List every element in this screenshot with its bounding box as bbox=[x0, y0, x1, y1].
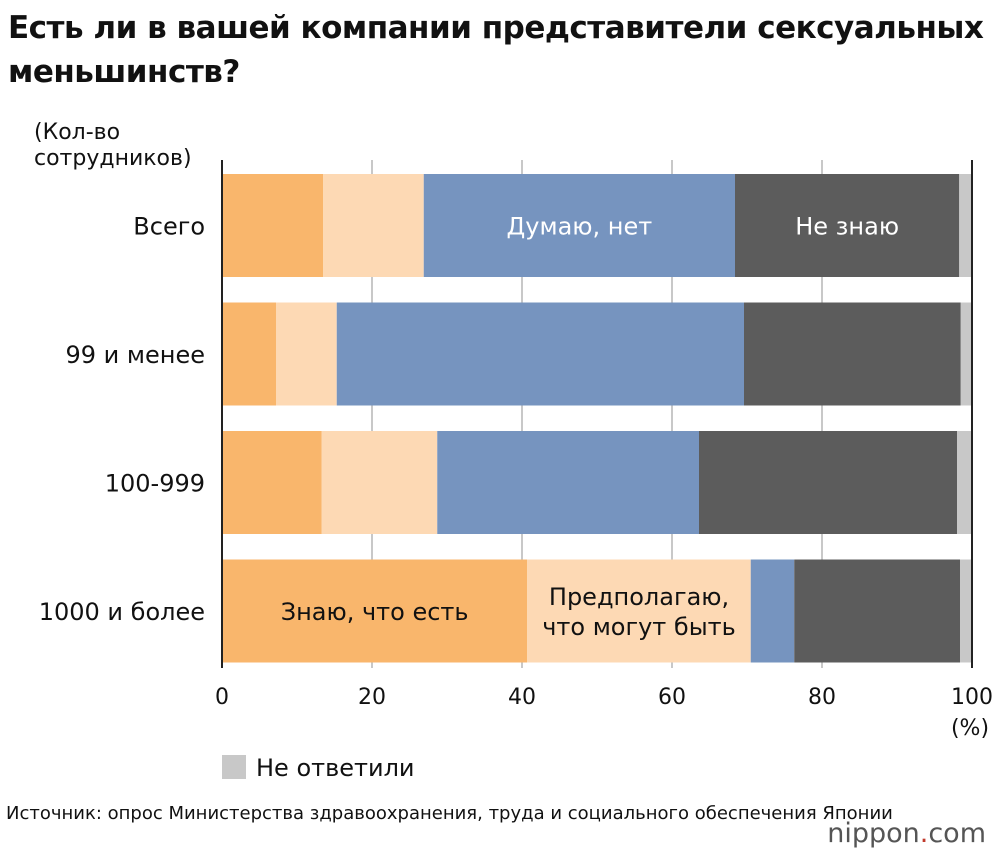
bar-2-0 bbox=[423, 174, 735, 277]
bar-3-1 bbox=[744, 302, 961, 406]
bar-3-0 bbox=[735, 174, 960, 277]
segment-label: Думаю, нет bbox=[507, 213, 653, 241]
x-tick-label: 60 bbox=[658, 685, 686, 710]
logo-name: nippon bbox=[827, 818, 920, 849]
bar-4-2 bbox=[957, 431, 972, 534]
bar-2-1 bbox=[336, 302, 744, 406]
category-label: Всего bbox=[133, 213, 205, 241]
y-axis-label: сотрудников) bbox=[34, 146, 192, 171]
x-axis-unit: (%) bbox=[951, 716, 989, 741]
source-note: Источник: опрос Министерства здравоохран… bbox=[6, 803, 893, 824]
bar-0-3 bbox=[222, 559, 528, 663]
bar-2-3 bbox=[750, 559, 795, 663]
segment-label: Предполагаю, bbox=[549, 583, 729, 611]
bar-2-2 bbox=[437, 431, 699, 534]
legend-swatch bbox=[222, 755, 246, 779]
segment-label: Не знаю bbox=[795, 213, 899, 241]
bar-4-3 bbox=[960, 559, 972, 663]
bar-1-1 bbox=[276, 302, 337, 406]
category-label: 1000 и более bbox=[39, 598, 205, 626]
nippon-logo: nippon.com bbox=[827, 818, 986, 849]
chart: Всего 99 и менее 100-999 1000 и более Знаю, … bbox=[34, 120, 993, 782]
bar-1-2 bbox=[321, 431, 438, 534]
bar-1-3 bbox=[527, 559, 751, 663]
segment-label: Знаю, что есть bbox=[281, 598, 469, 626]
legend-label: Не ответили bbox=[256, 754, 415, 782]
y-axis-label: (Кол-во bbox=[34, 120, 120, 145]
x-tick-label: 80 bbox=[808, 685, 836, 710]
logo-dot: . bbox=[919, 818, 929, 849]
x-tick-label: 40 bbox=[508, 685, 536, 710]
category-label: 99 и менее bbox=[66, 341, 206, 369]
logo-tld: com bbox=[928, 818, 986, 849]
segment-label: что могут быть bbox=[542, 613, 736, 641]
chart-title: Есть ли в вашей компании представители с… bbox=[8, 10, 984, 90]
category-label: 100-999 bbox=[105, 470, 205, 498]
bar-0-2 bbox=[222, 431, 322, 534]
x-tick-label: 20 bbox=[358, 685, 386, 710]
bar-0-1 bbox=[222, 302, 276, 406]
x-tick-label: 0 bbox=[215, 685, 229, 710]
bar-0-0 bbox=[222, 174, 324, 277]
bar-1-0 bbox=[323, 174, 424, 277]
bar-3-2 bbox=[699, 431, 957, 534]
bar-4-0 bbox=[959, 174, 972, 277]
bar-3-3 bbox=[794, 559, 960, 663]
x-tick-label: 100 bbox=[951, 685, 993, 710]
bar-4-1 bbox=[960, 302, 972, 406]
